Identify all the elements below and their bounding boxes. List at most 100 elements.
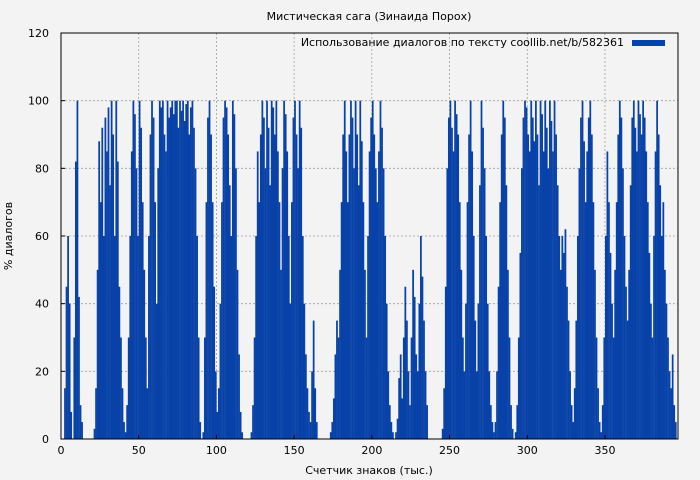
bar	[472, 236, 475, 439]
bar	[188, 134, 191, 439]
bar	[98, 141, 101, 439]
bar	[165, 151, 167, 439]
bar	[177, 127, 180, 439]
bar	[587, 117, 590, 439]
bar	[542, 151, 545, 439]
bar	[460, 269, 463, 439]
x-tick-label: 350	[594, 444, 615, 457]
bar	[547, 168, 550, 440]
bar	[420, 236, 422, 439]
bar	[412, 269, 414, 439]
bar	[283, 100, 285, 440]
bar	[528, 151, 531, 439]
bar	[172, 114, 175, 439]
bar	[659, 185, 662, 439]
bar	[622, 168, 624, 440]
bar	[618, 100, 621, 440]
bar	[671, 354, 674, 439]
bar	[653, 236, 655, 439]
bar	[207, 117, 209, 439]
bar	[407, 371, 410, 439]
bar	[479, 185, 481, 439]
bar	[253, 337, 256, 439]
bar	[291, 202, 293, 439]
bar-series	[64, 100, 677, 440]
x-axis: 0 50 100 150 200 250 300 350	[58, 435, 615, 457]
bar	[452, 151, 455, 439]
x-tick-label: 100	[206, 444, 227, 457]
bar	[581, 100, 584, 440]
bar	[538, 185, 540, 439]
bar	[311, 371, 313, 439]
bar	[447, 117, 450, 439]
bar	[573, 388, 576, 439]
bar	[370, 117, 373, 439]
bar	[112, 134, 115, 439]
bar	[222, 117, 225, 439]
bar	[99, 202, 102, 439]
bar	[154, 202, 157, 439]
bar	[233, 114, 236, 439]
bar	[502, 100, 505, 440]
bar	[421, 276, 424, 439]
bar	[301, 236, 304, 439]
bar	[186, 100, 189, 440]
bar	[144, 337, 147, 439]
bar	[406, 320, 408, 439]
bar	[230, 236, 233, 439]
bar	[556, 185, 559, 439]
bar	[511, 428, 514, 439]
bar	[110, 100, 113, 440]
bar	[578, 168, 581, 440]
bar	[180, 110, 183, 440]
bar	[270, 100, 273, 440]
bar	[277, 151, 279, 439]
bar	[555, 134, 557, 439]
bar	[250, 432, 253, 439]
bar	[471, 151, 474, 439]
bar	[665, 303, 668, 439]
bar	[76, 100, 79, 440]
bar	[483, 168, 486, 440]
bar	[214, 371, 217, 439]
bar	[598, 422, 601, 439]
bar	[221, 202, 223, 439]
bar	[443, 388, 446, 439]
bar	[564, 229, 567, 439]
bar	[339, 269, 341, 439]
bar	[457, 134, 460, 439]
bar	[193, 127, 195, 439]
bar	[615, 202, 618, 439]
bar	[517, 337, 520, 439]
bar	[203, 337, 206, 439]
bar	[208, 100, 211, 440]
x-tick-label: 250	[439, 444, 460, 457]
bar	[539, 100, 542, 440]
bar	[617, 134, 620, 439]
bar	[566, 286, 568, 439]
x-axis-title: Счетчик знаков (тыс.)	[305, 464, 433, 477]
bar	[401, 398, 404, 439]
bar	[525, 107, 528, 439]
bar	[424, 371, 427, 439]
bar	[365, 337, 368, 439]
bar	[583, 141, 585, 439]
bar	[594, 269, 596, 439]
bar	[510, 405, 512, 439]
bar	[648, 252, 651, 439]
bar	[353, 168, 355, 440]
bar	[350, 100, 352, 440]
bar	[345, 151, 348, 439]
bar	[455, 114, 458, 439]
bar	[634, 127, 637, 439]
bar	[521, 168, 523, 440]
x-tick-label: 200	[361, 444, 382, 457]
bar	[614, 269, 617, 439]
bar	[289, 303, 292, 439]
bar	[466, 202, 469, 439]
bar	[129, 236, 132, 439]
bar	[127, 337, 130, 439]
bar	[553, 100, 556, 440]
bar	[640, 134, 643, 439]
bar	[384, 236, 387, 439]
